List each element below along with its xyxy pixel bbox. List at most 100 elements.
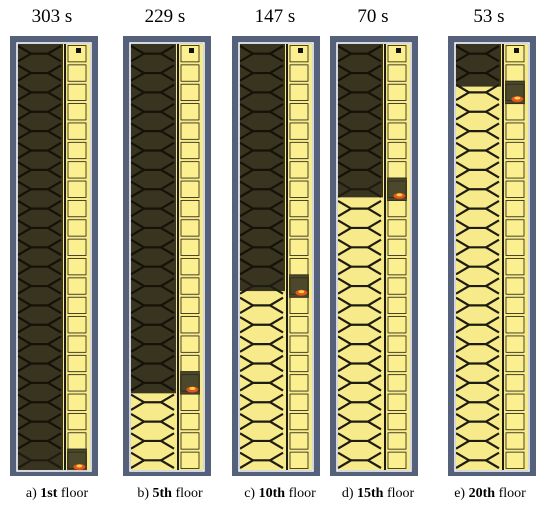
stair-cell (67, 45, 87, 63)
corridor-pattern (455, 122, 500, 140)
corridor-pattern (239, 219, 284, 237)
corridor-pattern (337, 238, 382, 256)
stair-cell (387, 335, 407, 353)
simulation-panel (10, 36, 98, 476)
stair-cell (67, 277, 87, 295)
stair-cell (67, 103, 87, 121)
stair-cell (505, 335, 525, 353)
corridor-pattern (17, 103, 62, 121)
time-label: 53 s (473, 6, 505, 27)
corridor-pattern (17, 432, 62, 450)
stair-cell (505, 451, 525, 469)
corridor-pattern (17, 354, 62, 373)
stair-cell (289, 219, 309, 237)
corridor-pattern (337, 64, 382, 82)
caption-suffix: floor (285, 486, 316, 501)
corridor-pattern (337, 335, 382, 353)
stair-cell (289, 451, 309, 469)
corridor-pattern (239, 199, 284, 218)
stair-cell (387, 277, 407, 295)
corridor-pattern (239, 432, 284, 450)
corridor-pattern (337, 277, 382, 295)
corridor-pattern (455, 432, 500, 450)
corridor-pattern (337, 316, 382, 334)
corridor-pattern (239, 141, 284, 160)
caption-floor-number: 10th (258, 486, 286, 501)
stair-cell (387, 45, 407, 63)
building-section (336, 42, 412, 472)
vent-square (298, 48, 303, 53)
stair-cell (387, 316, 407, 334)
stair-cell (180, 335, 200, 353)
corridor-pattern (239, 258, 284, 276)
time-label: 147 s (254, 6, 296, 27)
fire-glow (76, 464, 83, 468)
stair-cell (505, 141, 525, 160)
stair-cell (67, 122, 87, 140)
stair-cell (289, 413, 309, 431)
stair-cell (289, 374, 309, 392)
stair-cell (180, 200, 200, 218)
panel-border (454, 42, 530, 472)
corridor-pattern (239, 161, 284, 179)
stair-cell (67, 83, 87, 101)
stair-cell (505, 296, 525, 314)
corridor-pattern (455, 451, 500, 469)
corridor-pattern (239, 374, 284, 392)
corridor-pattern (130, 199, 175, 218)
panel-caption: e) 20th floor (435, 486, 545, 502)
stair-cell (387, 451, 407, 469)
corridor-pattern (455, 219, 500, 237)
caption-prefix: c) (244, 486, 259, 501)
stair-cell (505, 161, 525, 179)
panel-caption: b) 5th floor (115, 486, 225, 502)
corridor-pattern (239, 296, 284, 315)
fire-glow (514, 96, 521, 100)
stair-cell (180, 64, 200, 82)
corridor-pattern (17, 277, 62, 295)
caption-floor-number: 5th (152, 486, 172, 501)
stair-cell (180, 316, 200, 334)
stair-cell (387, 64, 407, 82)
corridor-pattern (17, 83, 62, 102)
simulation-panel (123, 36, 211, 476)
building-section (454, 42, 530, 472)
stair-cell (180, 296, 200, 314)
corridor-pattern (455, 180, 500, 198)
corridor-pattern (17, 393, 62, 411)
stair-cell (289, 354, 309, 373)
caption-floor-number: 20th (468, 486, 496, 501)
corridor-pattern (130, 354, 175, 373)
stair-cell (387, 258, 407, 276)
time-label: 303 s (31, 6, 73, 27)
corridor-pattern (455, 238, 500, 256)
corridor-pattern (337, 354, 382, 373)
vent-square (396, 48, 401, 53)
corridor-pattern (337, 141, 382, 160)
corridor-pattern (455, 258, 500, 276)
corridor-pattern (130, 258, 175, 276)
caption-prefix: d) (341, 486, 357, 501)
corridor-pattern (455, 393, 500, 411)
corridor-pattern (130, 335, 175, 353)
corridor-pattern (130, 141, 175, 160)
corridor-pattern (130, 412, 175, 431)
stair-cell (387, 200, 407, 218)
panel-caption: a) 1st floor (2, 486, 112, 502)
corridor-pattern (130, 64, 175, 82)
corridor-pattern (17, 374, 62, 392)
corridor-pattern (130, 374, 175, 392)
corridor-pattern (239, 277, 284, 295)
stair-cell (387, 432, 407, 450)
stair-cell (180, 219, 200, 237)
time-label: 229 s (144, 6, 186, 27)
caption-prefix: a) (25, 486, 41, 501)
stair-cell (289, 316, 309, 334)
corridor-pattern (17, 335, 62, 353)
stair-cell (180, 393, 200, 411)
corridor-pattern (239, 316, 284, 334)
corridor-pattern (337, 122, 382, 140)
simulation-panel (232, 36, 320, 476)
corridor-pattern (455, 103, 500, 121)
stair-cell (505, 432, 525, 450)
